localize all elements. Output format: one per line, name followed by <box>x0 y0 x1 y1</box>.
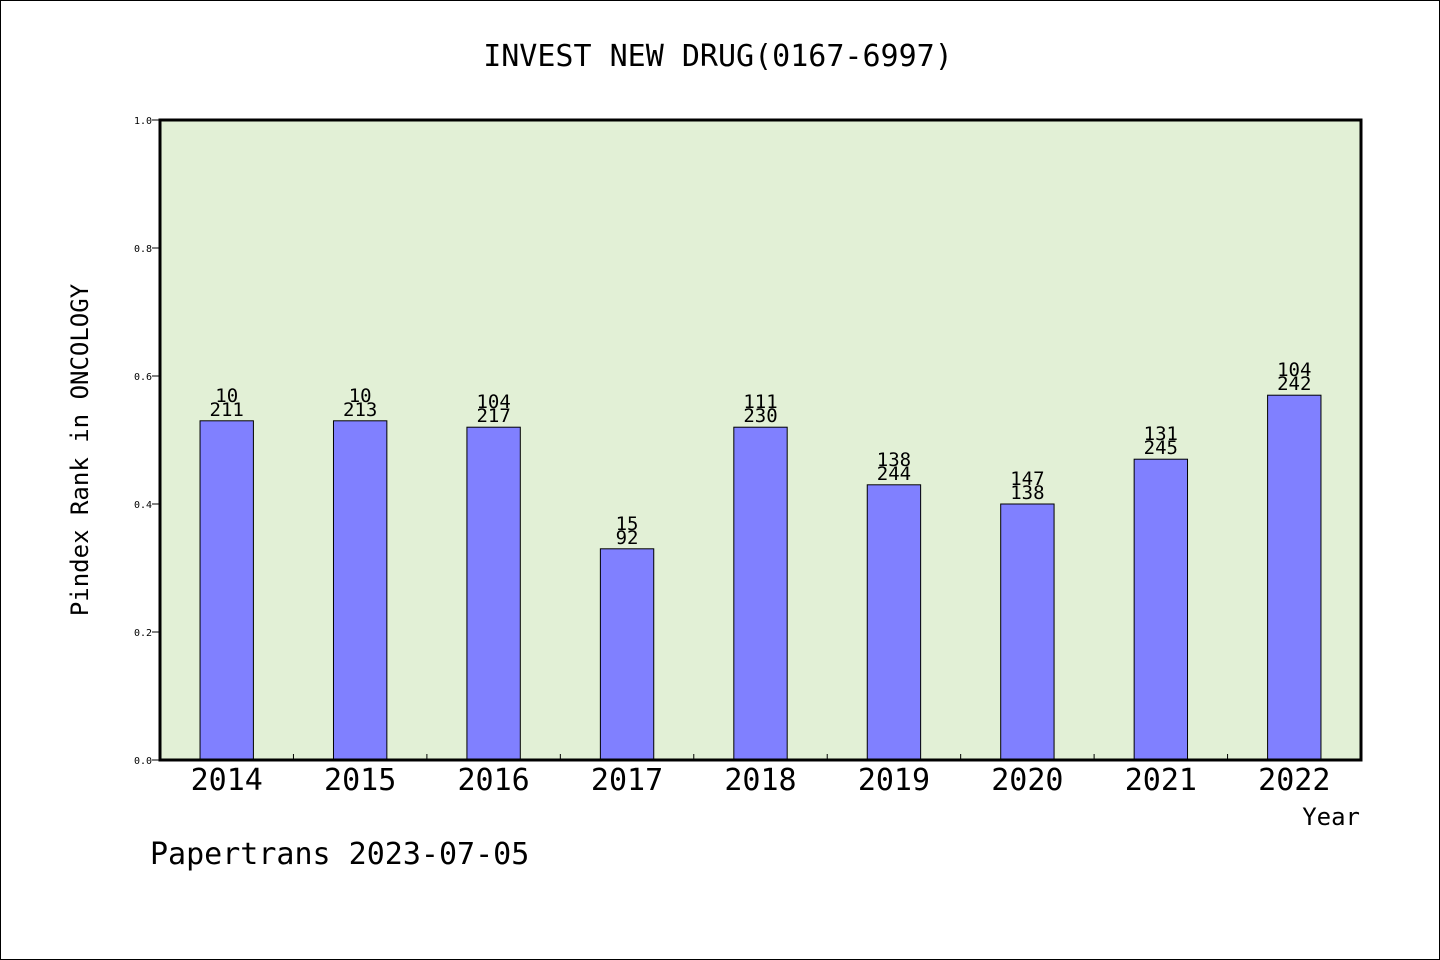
bar-label-top: 138 <box>877 449 911 471</box>
y-tick-label: 0.6 <box>134 372 152 383</box>
x-tick-label: 2018 <box>724 763 796 798</box>
bar-label-top: 104 <box>476 391 510 413</box>
y-tick-label: 1.0 <box>134 116 152 127</box>
chart-title: INVEST NEW DRUG(0167-6997) <box>483 39 953 74</box>
bar-label-bottom: 217 <box>476 405 510 427</box>
bar-label-bottom: 92 <box>616 527 639 549</box>
bar <box>332 420 388 761</box>
footer-credit: Papertrans 2023-07-05 <box>150 837 529 872</box>
bar-label-bottom: 230 <box>743 405 777 427</box>
bar-label-top: 131 <box>1144 423 1178 445</box>
x-tick-label: 2020 <box>991 763 1063 798</box>
y-axis: 0.0 0.2 0.4 0.6 0.8 1.0 <box>134 116 160 767</box>
bar <box>599 548 655 761</box>
x-tick-label: 2014 <box>191 763 263 798</box>
bar <box>1000 503 1055 761</box>
bar <box>733 426 788 761</box>
bar-label-bottom: 244 <box>877 463 911 485</box>
bar <box>466 426 521 761</box>
bar-label-bottom: 213 <box>343 399 377 421</box>
y-tick-label: 0.4 <box>134 500 152 511</box>
bar-label-bottom: 242 <box>1277 373 1311 395</box>
bar <box>1267 394 1322 761</box>
bar-label-top: 10 <box>349 385 372 407</box>
bar-label-top: 147 <box>1010 468 1044 490</box>
bar-label-top: 104 <box>1277 359 1311 381</box>
bar <box>199 420 254 761</box>
x-tick-label: 2022 <box>1258 763 1330 798</box>
x-tick-label: 2021 <box>1125 763 1197 798</box>
plot-border <box>158 118 1363 762</box>
bar <box>1133 458 1189 761</box>
y-tick-label: 0.0 <box>134 756 152 767</box>
bar-label-top: 10 <box>215 385 238 407</box>
bar-label-top: 111 <box>743 391 777 413</box>
bar-label-bottom: 138 <box>1010 482 1044 504</box>
y-axis-label: Pindex Rank in ONCOLOGY <box>66 283 94 616</box>
bar <box>866 484 922 761</box>
x-tick-label: 2016 <box>457 763 529 798</box>
bar-label-top: 15 <box>616 513 639 535</box>
y-tick-label: 0.2 <box>134 628 152 639</box>
x-tick-label: 2015 <box>324 763 396 798</box>
y-tick-label: 0.8 <box>134 244 152 255</box>
bar-label-bottom: 211 <box>210 399 244 421</box>
x-tick-label: 2017 <box>591 763 663 798</box>
x-tick-label: 2019 <box>858 763 930 798</box>
x-axis: 2014 2015 2016 2017 2018 2019 2020 2021 2022 <box>191 754 1330 798</box>
x-axis-label: Year <box>1302 803 1360 831</box>
bar-label-bottom: 245 <box>1144 437 1178 459</box>
